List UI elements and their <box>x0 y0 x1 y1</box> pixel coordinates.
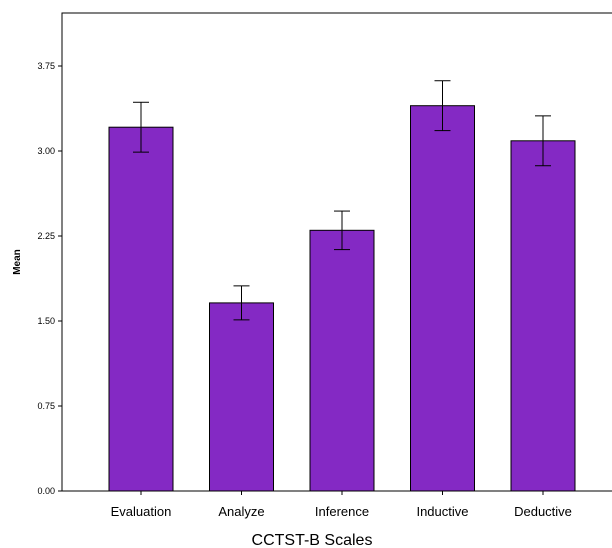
y-tick-label: 0.75 <box>37 401 55 411</box>
y-axis: 0.00 0.75 1.50 2.25 3.00 3.75 <box>37 61 62 496</box>
bars-layer <box>108 105 576 492</box>
bar-deductive <box>510 140 576 492</box>
y-tick-label: 3.00 <box>37 146 55 156</box>
bar-evaluation <box>108 126 174 492</box>
y-tick-label: 1.50 <box>37 316 55 326</box>
bar-inductive <box>410 105 475 492</box>
bar-analyze <box>209 302 274 492</box>
x-tick-label: Analyze <box>218 504 264 519</box>
x-axis-title: CCTST-B Scales <box>252 532 373 548</box>
y-tick-label: 2.25 <box>37 231 55 241</box>
y-axis-title: Mean <box>12 249 23 275</box>
bar-inference <box>309 229 375 492</box>
x-axis: Evaluation Analyze Inference Inductive Deduc… <box>111 491 572 519</box>
y-tick-label: 0.00 <box>37 486 55 496</box>
error-bars-layer <box>133 80 551 321</box>
x-tick-label: Evaluation <box>111 504 172 519</box>
x-tick-label: Inference <box>315 504 369 519</box>
x-tick-label: Deductive <box>514 504 572 519</box>
y-tick-label: 3.75 <box>37 61 55 71</box>
x-tick-label: Inductive <box>416 504 468 519</box>
